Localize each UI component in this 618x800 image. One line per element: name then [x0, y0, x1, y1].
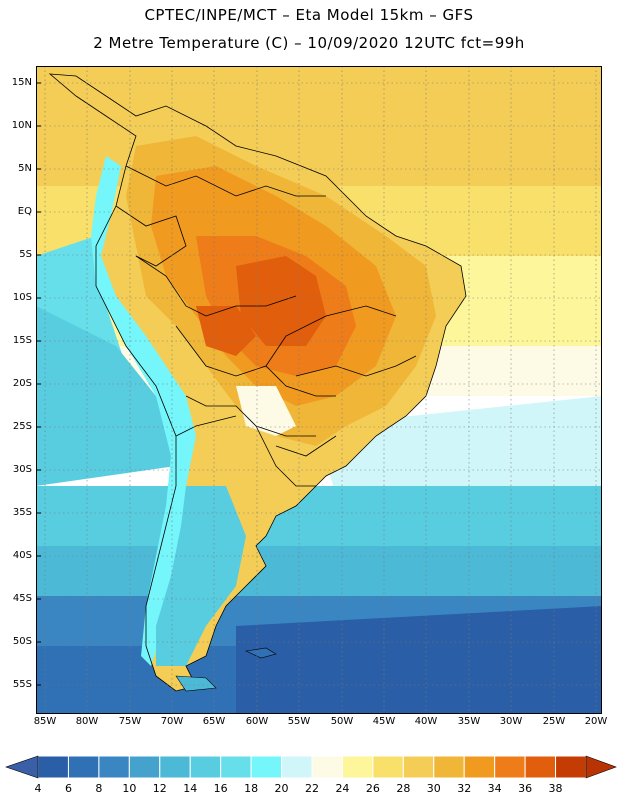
lon-label: 75W [118, 716, 142, 727]
hot-core-36b [196, 306, 256, 356]
colorbar-swatch [433, 755, 465, 779]
colorbar-label: 18 [244, 782, 259, 795]
country-borders [48, 73, 467, 692]
lon-label: 65W [202, 716, 226, 727]
colorbar [5, 755, 617, 779]
lon-label: 35W [457, 716, 481, 727]
lat-label: 25S [12, 421, 32, 432]
lat-label: 35S [12, 507, 32, 518]
lat-label: 55S [12, 679, 32, 690]
colorbar-swatches [37, 755, 587, 779]
colorbar-label: 6 [64, 782, 72, 795]
temperature-map [36, 66, 602, 714]
colorbar-label: 12 [152, 782, 167, 795]
patagonia-cool [156, 486, 246, 666]
colorbar-label: 4 [34, 782, 42, 795]
colorbar-label: 16 [213, 782, 228, 795]
colorbar-swatch [372, 755, 404, 779]
colorbar-label: 22 [305, 782, 319, 795]
colorbar-swatch [341, 755, 374, 779]
lon-label: 50W [330, 716, 354, 727]
ocean-band-12 [36, 546, 602, 596]
colorbar-label: 38 [548, 782, 563, 795]
title-line-2: 2 Metre Temperature (C) – 10/09/2020 12U… [93, 34, 525, 52]
colorbar-label: 8 [95, 782, 103, 795]
colorbar-swatch [220, 755, 252, 779]
lon-label: 20W [584, 716, 608, 727]
colorbar-swatch [494, 755, 526, 779]
colorbar-right-arrow [585, 755, 617, 779]
colorbar-label: 10 [122, 782, 137, 795]
colorbar-swatch [159, 755, 191, 779]
colorbar-label: 14 [183, 782, 198, 795]
title-line-1: CPTEC/INPE/MCT – Eta Model 15km – GFS [144, 6, 474, 24]
colorbar-label: 34 [487, 782, 502, 795]
lat-label: 5N [18, 163, 32, 174]
ocean-band-west-16 [36, 306, 176, 486]
lon-label: 25W [542, 716, 566, 727]
colorbar-swatch [67, 755, 100, 779]
lon-label: 80W [75, 716, 99, 727]
colorbar-swatch [189, 755, 222, 779]
lat-label: 15N [11, 77, 32, 88]
lat-label: 45S [12, 593, 32, 604]
colorbar-label: 28 [396, 782, 411, 795]
lon-label: 30W [499, 716, 523, 727]
la-plata-mild [236, 386, 296, 436]
colorbar-label: 32 [457, 782, 472, 795]
colorbar-swatch [281, 755, 313, 779]
lon-label: 60W [245, 716, 269, 727]
lat-label: 10N [11, 120, 32, 131]
lat-label: 5S [19, 249, 32, 260]
lat-label: 40S [12, 550, 32, 561]
colorbar-swatch [311, 755, 343, 779]
lon-label: 40W [414, 716, 438, 727]
lat-label: 10S [12, 292, 32, 303]
map-ticks [36, 82, 41, 686]
colorbar-label: 20 [274, 782, 289, 795]
colorbar-label: 26 [365, 782, 380, 795]
colorbar-label: 24 [335, 782, 350, 795]
colorbar-swatch [463, 755, 496, 779]
lat-label: 20S [12, 378, 32, 389]
colorbar-swatch [98, 755, 130, 779]
map-frame [36, 66, 602, 714]
lon-label: 45W [372, 716, 396, 727]
falkland-islands [244, 647, 277, 659]
colorbar-swatch [524, 755, 557, 779]
colorbar-swatch [250, 755, 283, 779]
colorbar-swatch [555, 755, 587, 779]
andes-cool-strip [91, 156, 196, 666]
lon-label: 85W [33, 716, 57, 727]
colorbar-left-arrow [5, 755, 39, 779]
ocean-band-14 [36, 486, 602, 546]
tierra-del-fuego [175, 675, 217, 692]
colorbar-swatch [402, 755, 435, 779]
colorbar-label: 36 [518, 782, 533, 795]
lon-label: 55W [287, 716, 311, 727]
graticule [36, 66, 602, 714]
lon-label: 70W [160, 716, 184, 727]
colorbar-swatch [37, 755, 69, 779]
colorbar-swatch [128, 755, 161, 779]
lat-label: 15S [12, 335, 32, 346]
lat-label: 50S [12, 636, 32, 647]
ocean-band-6 [236, 606, 602, 714]
lat-label: EQ [17, 206, 32, 217]
colorbar-label: 30 [426, 782, 441, 795]
lat-label: 30S [12, 464, 32, 475]
